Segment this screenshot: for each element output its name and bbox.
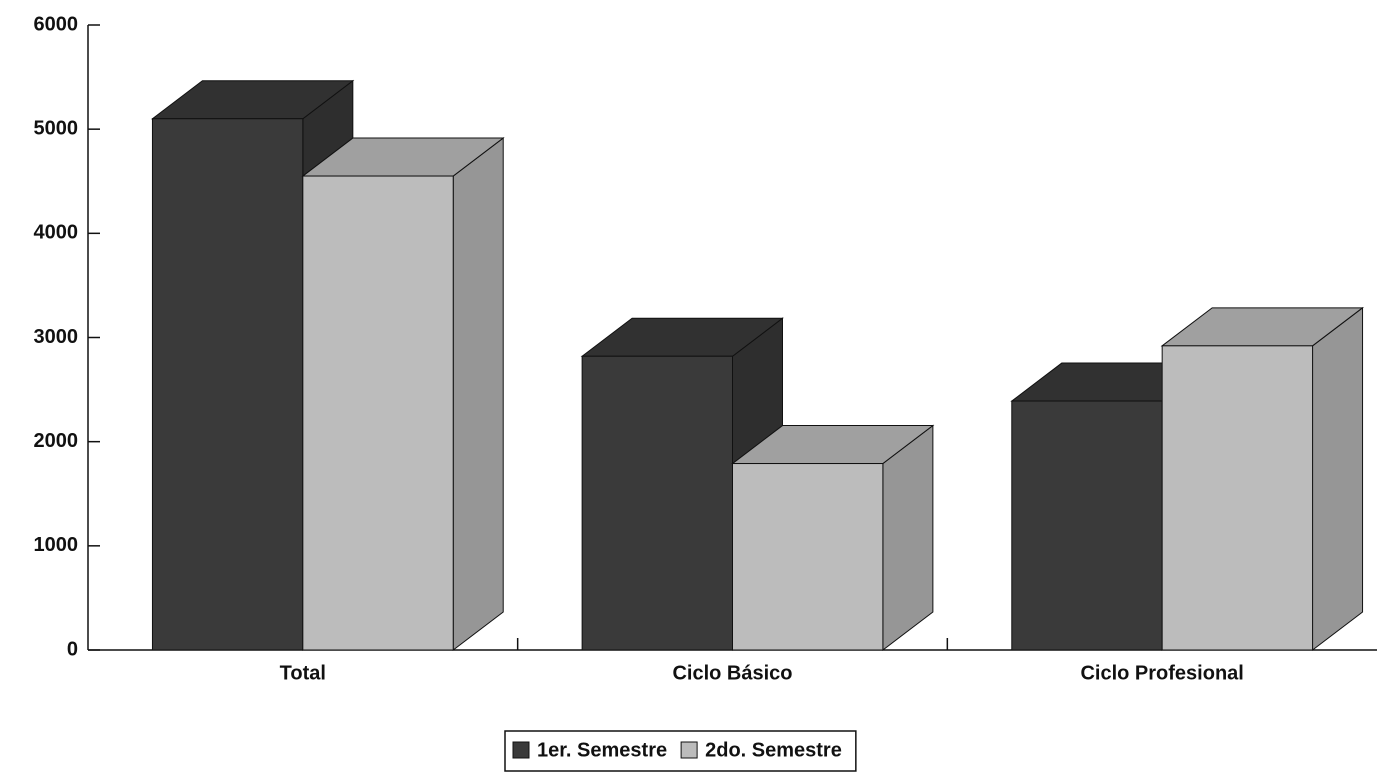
bar bbox=[151, 118, 304, 651]
x-tick-label: Ciclo Profesional bbox=[1080, 662, 1243, 684]
bar bbox=[581, 355, 733, 651]
bar-side bbox=[1312, 306, 1364, 652]
legend-label: 1er. Semestre bbox=[537, 739, 667, 761]
x-tick-label: Ciclo Básico bbox=[672, 662, 792, 684]
y-tick-label: 4000 bbox=[34, 222, 79, 244]
y-tick-label: 5000 bbox=[34, 117, 79, 139]
y-tick-label: 2000 bbox=[34, 430, 79, 452]
legend-swatch bbox=[680, 741, 698, 759]
y-tick-label: 1000 bbox=[34, 534, 79, 556]
bar bbox=[1011, 400, 1163, 651]
bar bbox=[732, 463, 884, 651]
y-tick-label: 6000 bbox=[34, 13, 79, 35]
bar bbox=[1161, 345, 1314, 651]
legend-label: 2do. Semestre bbox=[705, 739, 842, 761]
y-tick-label: 0 bbox=[67, 638, 78, 660]
legend: 1er. Semestre 2do. Semestre bbox=[504, 730, 857, 772]
legend-box bbox=[504, 730, 857, 772]
bar-side bbox=[452, 137, 504, 652]
bar-side bbox=[882, 424, 934, 652]
x-tick-label: Total bbox=[280, 662, 326, 684]
legend-swatch bbox=[512, 741, 530, 759]
bar bbox=[302, 175, 454, 651]
y-tick-label: 3000 bbox=[34, 326, 79, 348]
